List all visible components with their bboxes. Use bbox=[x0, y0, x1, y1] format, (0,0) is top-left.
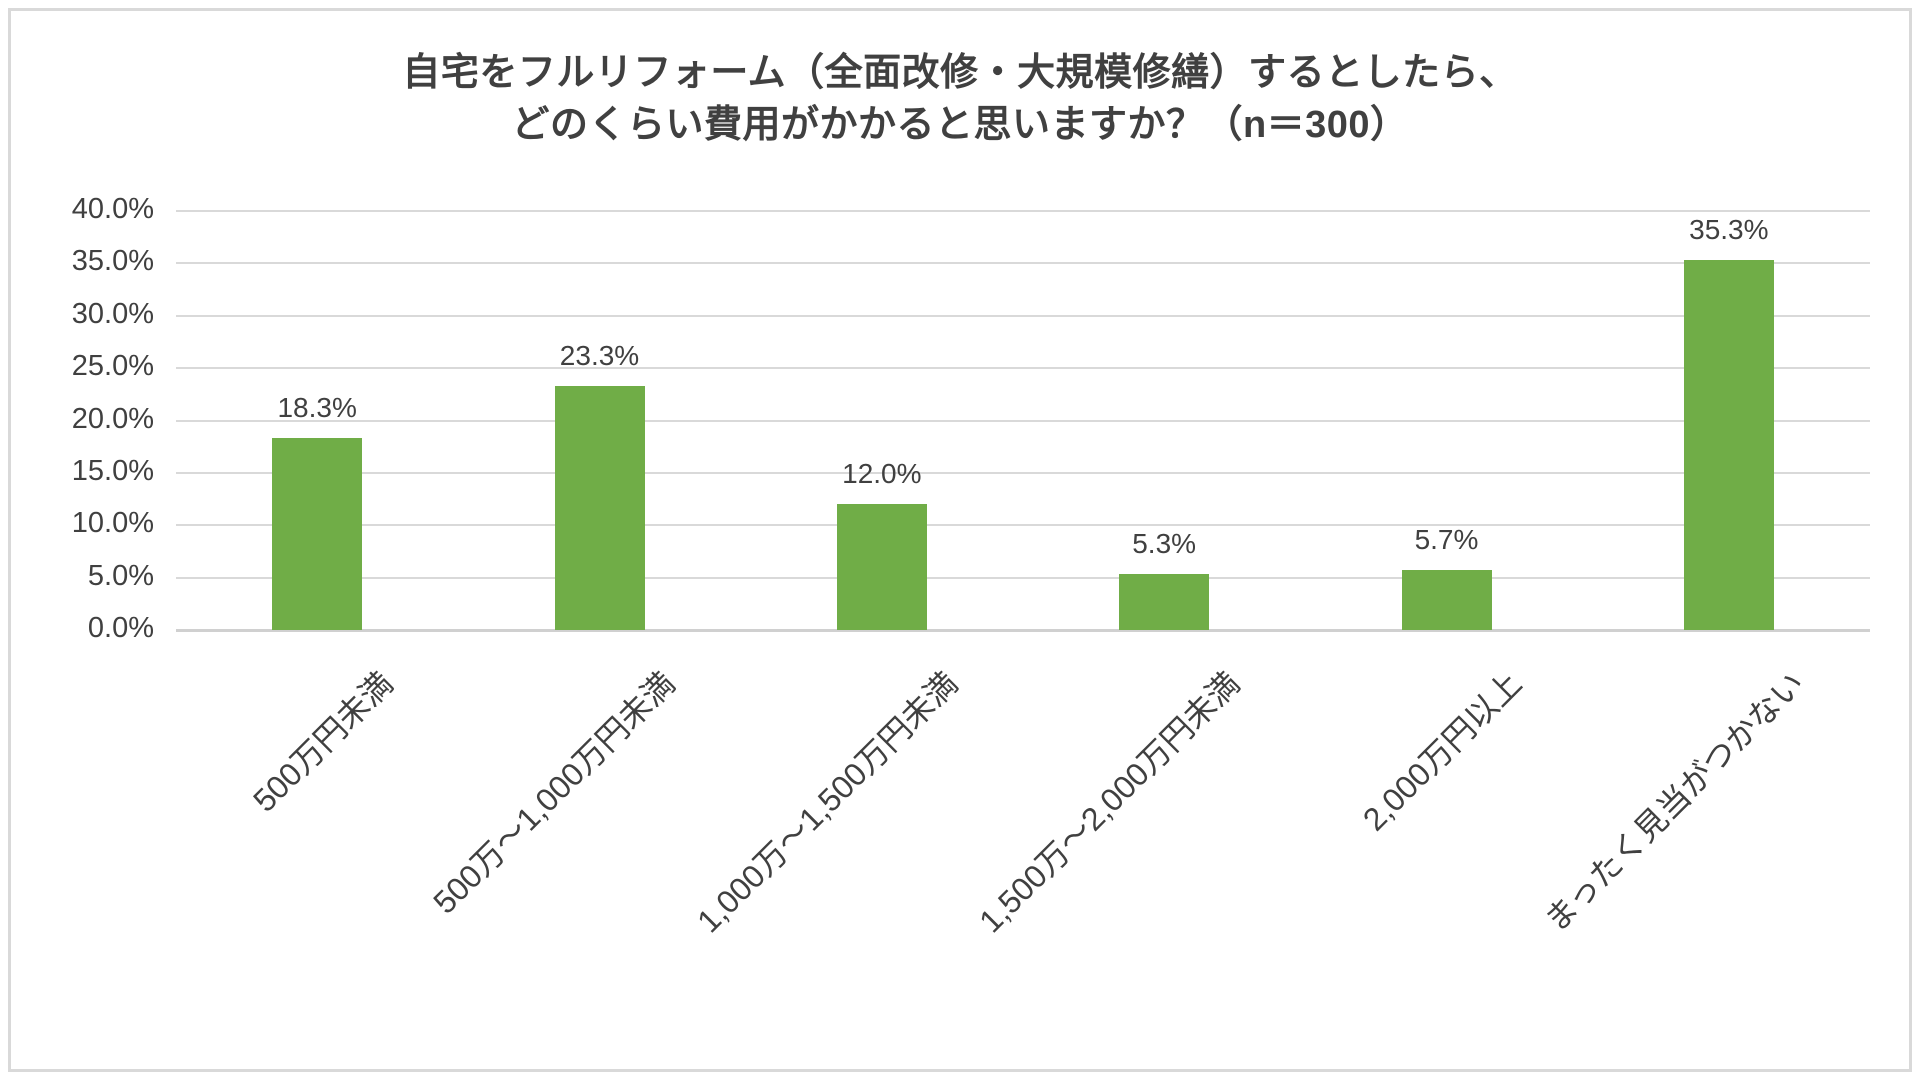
bar-value-label: 5.7% bbox=[1414, 524, 1479, 556]
chart-title-line-1: 自宅をフルリフォーム（全面改修・大規模修繕）するとしたら、 bbox=[402, 52, 1518, 94]
y-axis-tick-label: 35.0% bbox=[71, 245, 154, 278]
x-axis-line bbox=[176, 629, 1870, 632]
x-category-label: 500万円未満 bbox=[245, 664, 400, 819]
bar bbox=[836, 504, 927, 630]
bar-value-label: 35.3% bbox=[1689, 214, 1769, 246]
y-axis-tick-label: 40.0% bbox=[71, 193, 154, 225]
gridline bbox=[176, 524, 1870, 527]
chart-title-line-2: どのくらい費用がかかると思いますか？（n＝300） bbox=[511, 104, 1409, 147]
y-axis-tick-label: 25.0% bbox=[71, 350, 154, 383]
bar bbox=[1683, 260, 1774, 630]
x-category-label: 1,500万～2,000万円未満 bbox=[972, 664, 1247, 940]
y-axis-tick-label: 5.0% bbox=[87, 559, 154, 592]
x-category-label: まったく見当がつかない bbox=[1537, 664, 1812, 939]
bar bbox=[1401, 570, 1492, 630]
x-category-label: 500万～1,000万円未満 bbox=[426, 664, 682, 921]
gridline bbox=[176, 367, 1870, 370]
x-category-label: 2,000万円以上 bbox=[1356, 664, 1529, 838]
bar bbox=[272, 438, 363, 630]
y-axis-tick-label: 20.0% bbox=[71, 402, 154, 435]
y-axis-tick-label: 0.0% bbox=[87, 612, 154, 644]
chart-title: 自宅をフルリフォーム（全面改修・大規模修繕）するとしたら、 どのくらい費用がかか… bbox=[11, 47, 1909, 152]
gridline bbox=[176, 471, 1870, 474]
bar bbox=[554, 385, 645, 630]
chart-frame: 自宅をフルリフォーム（全面改修・大規模修繕）するとしたら、 どのくらい費用がかか… bbox=[8, 8, 1912, 1072]
bar-value-label: 5.3% bbox=[1132, 528, 1197, 560]
gridline bbox=[176, 576, 1870, 579]
gridline bbox=[176, 262, 1870, 265]
gridline bbox=[176, 419, 1870, 422]
bar bbox=[1119, 574, 1210, 630]
gridline bbox=[176, 314, 1870, 317]
gridline bbox=[176, 210, 1870, 212]
y-axis-tick-label: 30.0% bbox=[71, 297, 154, 330]
bar-value-label: 18.3% bbox=[277, 392, 357, 424]
y-axis-tick-label: 10.0% bbox=[71, 507, 154, 540]
x-category-label: 1,000万～1,500万円未満 bbox=[689, 664, 965, 940]
y-axis-tick-label: 15.0% bbox=[71, 454, 154, 487]
bar-value-label: 12.0% bbox=[842, 458, 922, 490]
bar-value-label: 23.3% bbox=[559, 339, 640, 371]
